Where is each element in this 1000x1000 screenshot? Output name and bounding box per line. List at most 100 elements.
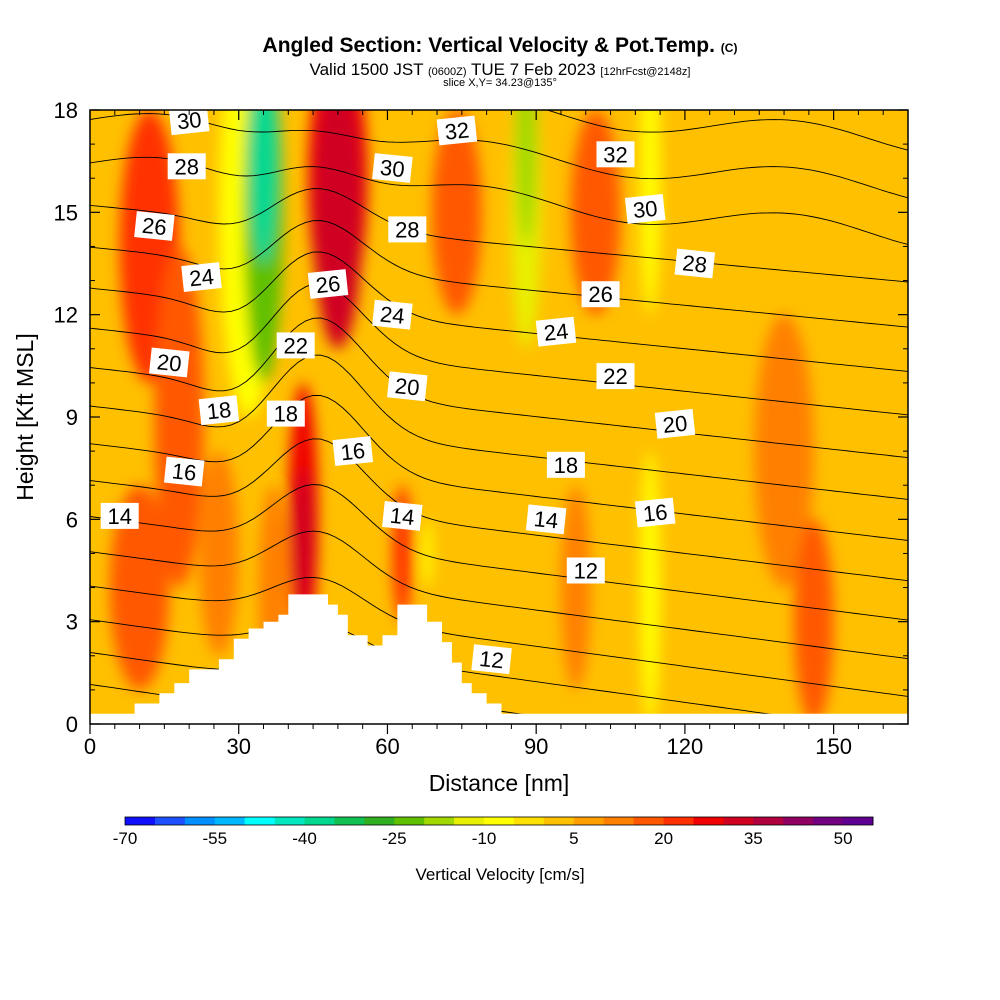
chart-title: Angled Section: Vertical Velocity & Pot.… [0, 34, 1000, 58]
contour-label-box [382, 500, 423, 531]
velocity-field [90, 110, 908, 724]
contour-label-box [436, 115, 478, 146]
contour-label-box [372, 153, 413, 183]
colorbar-frame [124, 816, 874, 826]
contour-label: 22 [276, 332, 315, 359]
contour-label: 30 [624, 193, 666, 224]
velocity-cell [109, 485, 170, 690]
colorbar-swatch [484, 817, 515, 825]
y-axis-label: Height [Kft MSL] [12, 333, 38, 500]
colorbar-swatch [573, 817, 605, 825]
velocity-cell [318, 110, 358, 213]
colorbar-swatch [394, 817, 425, 825]
theta-contour-line [90, 0, 908, 53]
contour-label-text: 24 [379, 301, 406, 328]
contour-label-box [581, 281, 620, 308]
contour-label: 22 [596, 363, 635, 390]
contour-label: 26 [307, 269, 349, 299]
colorbar-swatch [184, 817, 216, 825]
colorbar-swatch [334, 817, 365, 825]
y-tick-label: 0 [66, 712, 78, 737]
contour-label-text: 20 [394, 373, 421, 400]
contour-label-box [307, 269, 349, 299]
contour-label-text: 12 [574, 559, 598, 584]
contour-label-box [654, 408, 696, 439]
terrain [90, 594, 908, 724]
y-tick-label: 15 [54, 200, 78, 225]
colorbar-swatch [633, 817, 665, 825]
chart-subtitle: Valid 1500 JST (0600Z) TUE 7 Feb 2023 [1… [0, 60, 1000, 80]
contour-labels: 30 28 26 24 22 20 18 18 16 16 14 14 32 32 30 30 28 28 26 26… [100, 105, 716, 675]
slice-info: slice X,Y= 34.23@135° [443, 77, 557, 89]
contour-label-text: 26 [315, 271, 342, 298]
colorbar-swatch [783, 817, 814, 825]
y-tick-label: 18 [54, 98, 78, 123]
title-suffix: (C) [720, 41, 738, 55]
colorbar-swatch [513, 817, 545, 825]
contour-label-text: 22 [603, 364, 627, 389]
contour-label-text: 18 [554, 453, 578, 478]
contour-label-box [372, 299, 413, 330]
colorbar-tick-label: 20 [654, 829, 673, 848]
contour-label: 16 [634, 497, 676, 528]
contour-label-box [149, 347, 190, 378]
contour-label-text: 22 [283, 333, 307, 358]
contour-label-box [266, 400, 305, 427]
colorbar-swatch [424, 817, 455, 825]
theta-contour-line [90, 251, 908, 372]
contour-label: 20 [387, 371, 428, 402]
contour-label: 14 [525, 504, 567, 535]
contour-label-text: 28 [395, 217, 419, 242]
contour-label: 14 [382, 500, 423, 531]
velocity-cell [293, 468, 314, 605]
axes: 0 30 60 90 120 150 0 3 6 9 12 15 18 [54, 98, 908, 759]
colorbar-tick-label: -40 [292, 829, 317, 848]
contour-label: 24 [372, 299, 413, 330]
contour-label-text: 30 [379, 155, 406, 182]
colorbar-swatch [843, 817, 874, 825]
contour-label-text: 16 [339, 438, 366, 465]
contour-label-box [566, 557, 605, 584]
theta-contour-line [90, 283, 908, 416]
contour-label-box [134, 211, 175, 241]
contour-label-text: 18 [205, 397, 232, 424]
y-tick-label: 3 [66, 610, 78, 635]
contour-label-box [387, 371, 428, 402]
contour-label-text: 14 [389, 503, 416, 530]
contour-label: 28 [388, 216, 427, 243]
colorbar-swatch [125, 817, 156, 825]
x-tick-label: 0 [84, 734, 96, 759]
contour-label-box [198, 395, 240, 426]
contour-label-box [674, 248, 716, 279]
forecast-info: [12hrFcst@2148z] [600, 66, 691, 78]
contour-label-box [624, 193, 666, 224]
contour-label: 28 [674, 248, 716, 279]
contour-label-box [388, 216, 427, 243]
velocity-cell [516, 110, 537, 247]
contour-label: 30 [372, 153, 413, 183]
contour-label-text: 14 [533, 506, 560, 533]
terrain-mask [90, 594, 908, 724]
velocity-cell [199, 451, 239, 656]
contour-label-text: 30 [632, 196, 659, 223]
colorbar-tick-label: -70 [113, 829, 138, 848]
x-tick-label: 60 [375, 734, 399, 759]
contour-label-box [596, 363, 635, 390]
velocity-cell [432, 110, 482, 315]
contour-label: 24 [181, 262, 222, 293]
theta-contour-line [90, 576, 908, 697]
valid-date: TUE 7 Feb 2023 [470, 60, 596, 79]
contour-label: 20 [654, 408, 696, 439]
contour-label-box [167, 153, 206, 180]
colorbar-tick-label: -55 [203, 829, 228, 848]
colorbar-tick-label: -10 [472, 829, 497, 848]
contour-label: 12 [471, 644, 512, 675]
contour-label-text: 12 [478, 646, 505, 673]
contour-label-box [634, 497, 676, 528]
theta-contour-line [90, 24, 908, 102]
colorbar-swatch [454, 817, 485, 825]
x-axis-label: Distance [nm] [429, 770, 570, 796]
velocity-cell [560, 485, 591, 690]
theta-contour-line [90, 438, 908, 582]
